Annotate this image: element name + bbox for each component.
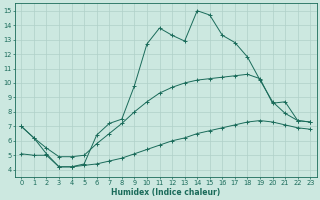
X-axis label: Humidex (Indice chaleur): Humidex (Indice chaleur) xyxy=(111,188,220,197)
